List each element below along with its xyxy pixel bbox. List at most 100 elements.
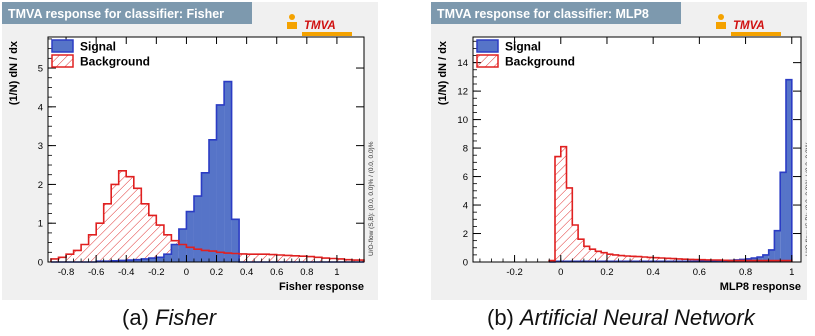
legend-signal-label: Signal [505, 40, 541, 54]
plot-area [472, 36, 802, 263]
y-tick-label: 1 [38, 219, 43, 230]
caption-mlp8: (b) Artificial Neural Network [487, 305, 755, 331]
x-tick-label: 1 [789, 267, 794, 278]
legend-signal-label: Signal [80, 40, 116, 54]
signal-bin [231, 219, 240, 262]
caption-fisher-name: Fisher [155, 305, 217, 330]
logo-figure [716, 22, 726, 29]
signal-bin [186, 211, 194, 262]
signal-bin [156, 257, 164, 262]
x-tick-label: 0.4 [240, 267, 253, 278]
x-tick-label: 0.4 [647, 267, 660, 278]
logo-bar [302, 32, 352, 36]
x-tick-label: -0.6 [88, 267, 104, 278]
y-tick-label: 6 [463, 172, 468, 183]
y-tick-label: 4 [463, 201, 468, 212]
plot-frame [47, 36, 365, 263]
y-tick-label: 5 [38, 64, 43, 75]
x-tick-label: 0.8 [300, 267, 313, 278]
chart-title: TMVA response for classifier: MLP8 [437, 7, 649, 21]
y-tick-label: 2 [38, 180, 43, 191]
x-axis-label: Fisher response [279, 281, 364, 293]
y-tick-label: 8 [463, 144, 468, 155]
logo-bar [731, 32, 781, 36]
signal-bin [209, 139, 217, 262]
background-hatch-area [549, 146, 792, 262]
signal-bin [224, 81, 232, 263]
legend-background-label: Background [80, 55, 150, 69]
fisher-chart: TMVA response for classifier: Fisher TMVA… [2, 2, 378, 300]
legend-background-swatch [51, 54, 74, 68]
x-tick-label: -0.2 [506, 267, 522, 278]
overflow-note: U/O-flow (S,B): (0.0, 0.0)% / (0.0, 0.0)… [805, 141, 807, 256]
signal-bin [148, 258, 157, 262]
mlp8-chart: TMVA response for classifier: MLP8 TMVA -0… [431, 2, 807, 300]
signal-bin [774, 230, 781, 262]
tmva-logo: TMVA [287, 14, 352, 36]
signal-bin [785, 79, 792, 262]
caption-mlp8-prefix: (b) [487, 305, 520, 330]
signal-bin [757, 257, 763, 262]
x-tick-label: -0.8 [58, 267, 74, 278]
x-tick-label: 0 [184, 267, 189, 278]
mlp8-chart-panel: TMVA response for classifier: MLP8 TMVA -0… [431, 2, 807, 300]
y-tick-label: 3 [38, 141, 43, 152]
background-outline [50, 170, 365, 262]
logo-dot [289, 14, 295, 20]
fisher-chart-panel: TMVA response for classifier: Fisher TMVA… [2, 2, 378, 300]
logo-figure [287, 22, 297, 29]
y-tick-label: 14 [457, 58, 468, 69]
y-tick-label: 0 [38, 258, 43, 269]
y-tick-label: 0 [463, 258, 468, 269]
y-tick-label: 2 [463, 229, 468, 240]
x-tick-label: 1 [334, 267, 339, 278]
signal-bin [768, 249, 775, 262]
legend-signal-swatch [51, 39, 74, 53]
signal-bin [118, 260, 127, 262]
legend-signal-swatch [476, 39, 499, 53]
chart-title: TMVA response for classifier: Fisher [8, 7, 224, 21]
y-axis-label: (1/N) dN / dx [8, 40, 20, 105]
title-bar [2, 2, 252, 24]
signal-bin [141, 258, 149, 262]
title-bar [431, 2, 681, 24]
signal-bin [171, 244, 179, 262]
x-tick-label: 0 [558, 267, 563, 278]
y-tick-label: 10 [457, 115, 468, 126]
background-hatch-area [51, 170, 364, 262]
logo-text: TMVA [304, 20, 336, 32]
signal-bin [216, 104, 225, 262]
signal-bin [163, 254, 172, 262]
x-tick-label: 0.6 [693, 267, 706, 278]
signal-bin [193, 196, 202, 262]
signal-bin [201, 172, 210, 262]
x-axis-label: MLP8 response [720, 281, 801, 293]
signal-bin [126, 260, 134, 262]
y-tick-label: 4 [38, 102, 43, 113]
x-tick-label: 0.2 [600, 267, 613, 278]
caption-fisher-prefix: (a) [122, 305, 155, 330]
logo-dot [718, 14, 724, 20]
signal-bin [178, 229, 187, 262]
x-tick-label: -0.2 [148, 267, 164, 278]
y-tick-label: 12 [457, 87, 468, 98]
caption-fisher: (a) Fisher [122, 305, 216, 331]
overflow-note: U/O-flow (S,B): (0.0, 0.0)% / (0.0, 0.0)… [368, 141, 375, 256]
logo-text: TMVA [733, 20, 765, 32]
y-axis-label: (1/N) dN / dx [437, 40, 449, 105]
tmva-logo: TMVA [716, 14, 781, 36]
plot-frame [472, 36, 802, 263]
signal-bin [762, 254, 769, 262]
signal-outline [549, 78, 793, 263]
signal-bin [780, 172, 786, 262]
legend-background-label: Background [505, 55, 575, 69]
x-tick-label: 0.2 [210, 267, 223, 278]
x-tick-label: 0.6 [270, 267, 283, 278]
signal-bin [133, 259, 142, 262]
background-outline [548, 145, 793, 262]
x-tick-label: 0.8 [739, 267, 752, 278]
legend-background-swatch [476, 54, 499, 68]
caption-mlp8-name: Artificial Neural Network [520, 305, 755, 330]
